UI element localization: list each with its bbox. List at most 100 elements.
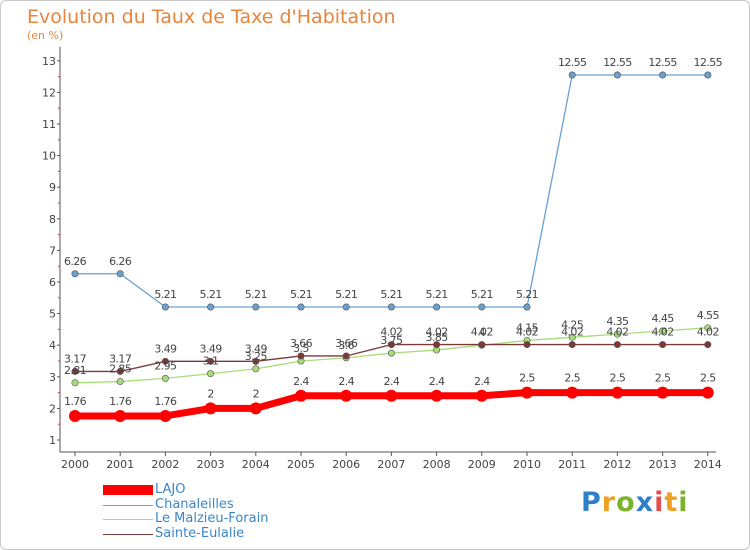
legend-label-lajo: LAJO bbox=[155, 482, 186, 497]
data-label: 3.5 bbox=[293, 342, 309, 355]
data-label: 4.25 bbox=[561, 318, 584, 331]
data-point bbox=[159, 409, 172, 422]
data-label: 4.15 bbox=[516, 321, 539, 334]
data-point bbox=[704, 324, 712, 332]
x-tick-label: 2003 bbox=[197, 458, 225, 471]
data-point bbox=[613, 341, 621, 349]
y-tick-label: 4 bbox=[49, 339, 56, 352]
y-tick-label: 11 bbox=[42, 118, 56, 131]
data-point bbox=[659, 327, 667, 335]
data-label: 2.4 bbox=[338, 375, 354, 388]
y-tick-label: 12 bbox=[42, 86, 56, 99]
data-point bbox=[704, 71, 712, 79]
data-label: 2.5 bbox=[655, 372, 671, 385]
data-label: 3.49 bbox=[200, 342, 223, 355]
data-label: 2.85 bbox=[109, 363, 132, 376]
data-label: 5.21 bbox=[200, 288, 222, 301]
data-label: 4.02 bbox=[606, 326, 628, 339]
data-point bbox=[433, 303, 441, 311]
data-point bbox=[659, 71, 667, 79]
data-label: 12.55 bbox=[558, 56, 587, 69]
data-label: 3.17 bbox=[109, 352, 132, 365]
data-label: 3.25 bbox=[245, 350, 268, 363]
data-point bbox=[433, 341, 441, 349]
series-line-chanaleilles bbox=[75, 74, 708, 308]
chart-title: Evolution du Taux de Taxe d'Habitation bbox=[27, 6, 396, 28]
data-point bbox=[252, 357, 260, 365]
data-point bbox=[568, 341, 576, 349]
data-label: 2.81 bbox=[64, 364, 86, 377]
data-point bbox=[659, 341, 667, 349]
data-point bbox=[387, 341, 395, 349]
data-label: 2.95 bbox=[154, 359, 177, 372]
x-tick-label: 2005 bbox=[287, 458, 315, 471]
data-point bbox=[701, 386, 714, 399]
y-tick-label: 6 bbox=[49, 276, 56, 289]
x-tick-label: 2014 bbox=[694, 458, 722, 471]
x-tick-label: 2000 bbox=[61, 458, 89, 471]
x-tick-label: 2012 bbox=[603, 458, 631, 471]
data-point bbox=[566, 386, 579, 399]
data-label: 4 bbox=[479, 326, 486, 339]
data-point bbox=[611, 386, 624, 399]
data-point bbox=[523, 303, 531, 311]
data-label: 2.4 bbox=[384, 375, 400, 388]
data-label: 4.02 bbox=[652, 326, 674, 339]
data-label: 5.21 bbox=[380, 288, 402, 301]
data-label: 3.6 bbox=[338, 339, 354, 352]
y-tick-label: 7 bbox=[49, 244, 56, 257]
data-point bbox=[161, 303, 169, 311]
data-label: 1.76 bbox=[154, 395, 177, 408]
data-label: 1.76 bbox=[109, 395, 132, 408]
data-label: 5.21 bbox=[335, 288, 357, 301]
data-label: 6.26 bbox=[64, 255, 87, 268]
data-label: 3.66 bbox=[335, 337, 358, 350]
data-label: 5.21 bbox=[471, 288, 493, 301]
data-point bbox=[116, 367, 124, 375]
data-label: 5.21 bbox=[426, 288, 448, 301]
data-point bbox=[297, 303, 305, 311]
data-point bbox=[475, 389, 488, 402]
data-point bbox=[114, 409, 127, 422]
data-point bbox=[704, 341, 712, 349]
legend-label-le-malzieu-forain: Le Malzieu-Forain bbox=[155, 511, 269, 526]
legend-swatch-sainte-eulalie bbox=[103, 533, 153, 535]
data-label: 3.75 bbox=[380, 334, 403, 347]
x-tick-label: 2008 bbox=[423, 458, 451, 471]
data-point bbox=[656, 386, 669, 399]
data-point bbox=[385, 389, 398, 402]
x-tick-label: 2001 bbox=[106, 458, 134, 471]
data-label: 3.49 bbox=[245, 342, 268, 355]
y-tick-label: 3 bbox=[49, 371, 56, 384]
data-label: 5.21 bbox=[154, 288, 176, 301]
data-label: 2.4 bbox=[474, 375, 490, 388]
data-label: 3.49 bbox=[154, 342, 177, 355]
data-label: 5.21 bbox=[290, 288, 312, 301]
data-label: 4.35 bbox=[606, 315, 629, 328]
legend-label-chanaleilles: Chanaleilles bbox=[155, 496, 234, 512]
data-label: 3.17 bbox=[64, 352, 87, 365]
data-point bbox=[568, 333, 576, 341]
data-point bbox=[613, 330, 621, 338]
data-label: 12.55 bbox=[603, 56, 632, 69]
data-point bbox=[71, 379, 79, 387]
x-tick-label: 2007 bbox=[377, 458, 405, 471]
x-tick-label: 2006 bbox=[332, 458, 360, 471]
y-tick-label: 1 bbox=[49, 434, 56, 447]
data-point bbox=[613, 71, 621, 79]
y-tick-label: 8 bbox=[49, 213, 56, 226]
data-point bbox=[207, 357, 215, 365]
data-label: 4.02 bbox=[380, 326, 402, 339]
y-tick-label: 13 bbox=[42, 55, 56, 68]
data-point bbox=[252, 365, 260, 373]
data-point bbox=[71, 367, 79, 375]
data-point bbox=[340, 389, 353, 402]
data-label: 2.4 bbox=[429, 375, 445, 388]
x-tick-label: 2011 bbox=[558, 458, 586, 471]
data-label: 2 bbox=[207, 387, 213, 400]
y-tick-label: 9 bbox=[49, 181, 56, 194]
data-point bbox=[523, 341, 531, 349]
x-tick-label: 2010 bbox=[513, 458, 541, 471]
